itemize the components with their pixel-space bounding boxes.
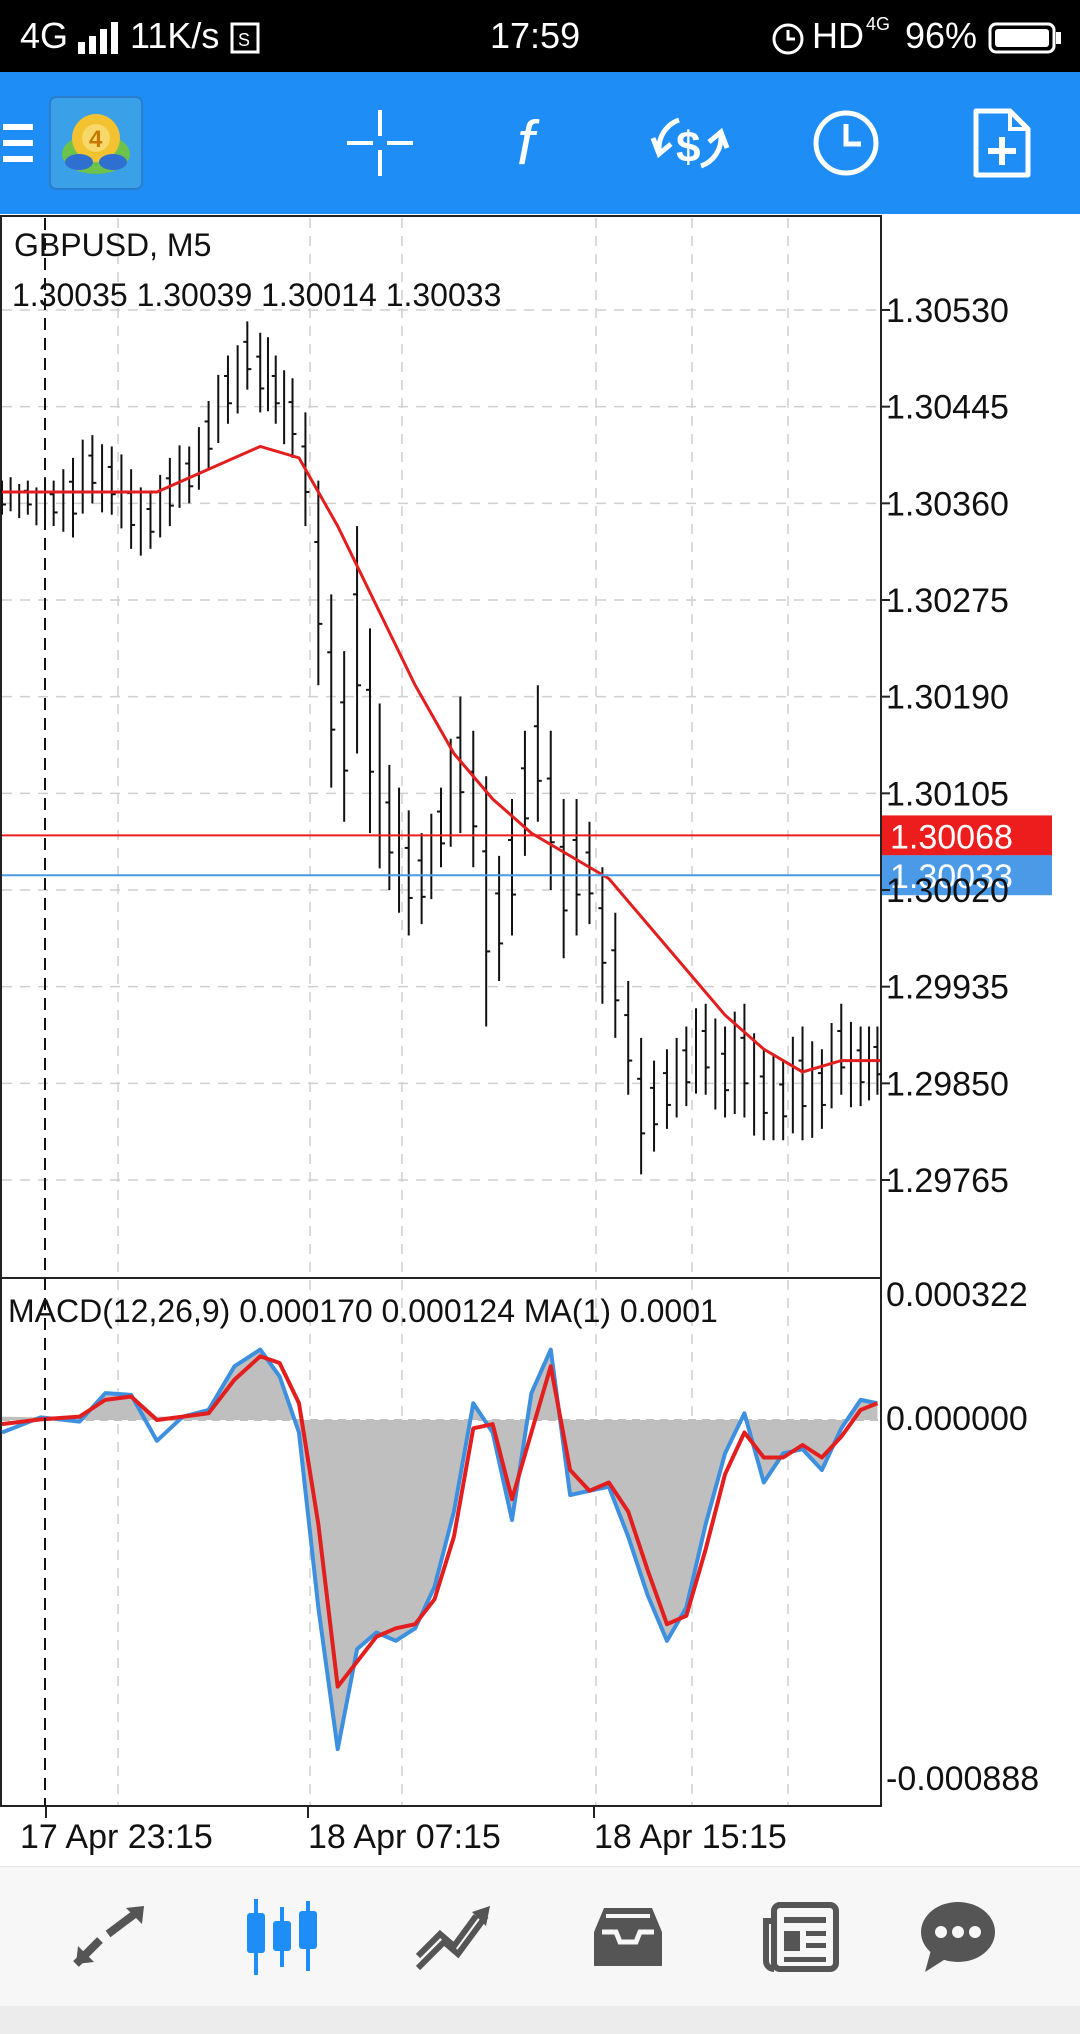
- price-tick-label: 1.29850: [886, 1065, 1009, 1103]
- price-axis: 1.30530 1.30445 1.30360 1.30275 1.30190 1.301…: [880, 292, 1009, 1200]
- network-type: 4G: [20, 15, 69, 56]
- price-tick-label: 1.29765: [886, 1162, 1009, 1200]
- alarm-icon: [770, 20, 806, 56]
- signal-line: [1, 1354, 879, 1689]
- network-speed: 11K/s: [130, 15, 220, 56]
- price-tick-label: 1.30105: [886, 775, 1009, 813]
- bottom-navigation: [0, 1866, 1080, 2007]
- time-tick-label: 18 Apr 07:15: [308, 1818, 501, 1856]
- macd-line: [1, 1347, 878, 1752]
- newspaper-icon: [763, 1902, 839, 1972]
- timeframe-icon[interactable]: [806, 72, 886, 214]
- price-tick-label: 1.30530: [886, 292, 1009, 330]
- macd-tick-label: -0.000888: [886, 1760, 1039, 1798]
- trade-tab[interactable]: [384, 1867, 524, 2007]
- signal-icon: [78, 22, 124, 54]
- svg-text:4: 4: [89, 126, 103, 153]
- symbol-title: GBPUSD, M5: [14, 227, 211, 263]
- chat-bubble-icon: [921, 1902, 995, 1972]
- price-bars: [0, 321, 882, 1175]
- quotes-arrows-icon: [73, 1906, 144, 1967]
- status-bar: 4G 11K/s S 17:59 HD 4G 96%: [0, 0, 1080, 72]
- macd-tick-label: 0.000322: [886, 1276, 1028, 1314]
- hd-indicator: HD: [812, 15, 864, 56]
- sim-icon: S: [230, 22, 260, 54]
- macd-title: MACD(12,26,9) 0.000170 0.000124 MA(1) 0.…: [8, 1293, 718, 1329]
- battery-percent: 96%: [905, 15, 978, 56]
- candlesticks-icon: [247, 1899, 317, 1975]
- price-line-badge: [882, 855, 1052, 896]
- battery-icon: [988, 22, 1062, 54]
- macd-tick-label: 0.000000: [886, 1400, 1028, 1438]
- price-line-label: 1.30068: [890, 818, 1013, 856]
- price-line-badge: [882, 815, 1052, 856]
- time-axis: 17 Apr 23:15 18 Apr 07:15 18 Apr 15:15: [20, 1806, 787, 1856]
- trade-trend-icon: [415, 1906, 490, 1971]
- price-tick-label: 1.30275: [886, 582, 1009, 620]
- top-toolbar: 4 f $: [0, 72, 1080, 214]
- new-order-icon[interactable]: [962, 72, 1042, 214]
- ma-line: [2, 444, 880, 1074]
- system-gesture-bar: [0, 2006, 1080, 2034]
- price-tick-label: 1.29935: [886, 969, 1009, 1007]
- svg-text:f: f: [517, 109, 540, 178]
- time-tick-label: 17 Apr 23:15: [20, 1818, 213, 1856]
- inbox-icon: [594, 1908, 662, 1966]
- mt4-logo[interactable]: 4: [48, 72, 144, 214]
- history-tab[interactable]: [558, 1867, 698, 2007]
- trade-icon[interactable]: $: [648, 72, 732, 214]
- macd-histogram-area: [2, 1349, 878, 1750]
- quotes-tab[interactable]: [40, 1867, 180, 2007]
- price-tick-label: 1.30020: [886, 872, 1009, 910]
- macd-histogram: [2, 1349, 880, 1750]
- price-line-label: 1.30033: [890, 858, 1013, 896]
- chart-tab[interactable]: [212, 1867, 352, 2007]
- news-tab[interactable]: [730, 1867, 870, 2007]
- svg-text:S: S: [238, 30, 250, 50]
- messages-tab[interactable]: [888, 1867, 1028, 2007]
- price-tick-label: 1.30445: [886, 389, 1009, 427]
- ohlc-label: 1.30035 1.30039 1.30014 1.30033: [12, 277, 501, 313]
- macd-lines: [1, 1347, 879, 1752]
- chart-area[interactable]: 1.30068 1.30033 1.30530 1.30445 1.30360 1.30…: [0, 214, 1080, 1866]
- menu-icon[interactable]: [0, 72, 36, 214]
- macd-pane-frame: [0, 1277, 882, 1807]
- price-tick-label: 1.30360: [886, 485, 1009, 523]
- moving-average: [2, 444, 880, 1074]
- macd-axis: 0.000322 0.000000 -0.000888: [886, 1276, 1039, 1798]
- price-tick-label: 1.30190: [886, 679, 1009, 717]
- crosshair-icon[interactable]: [340, 72, 420, 214]
- net2-label: 4G: [866, 14, 891, 34]
- time-tick-label: 18 Apr 15:15: [594, 1818, 787, 1856]
- price-pane-frame: [0, 215, 882, 1279]
- clock: 17:59: [490, 15, 581, 56]
- indicators-icon[interactable]: f: [495, 72, 575, 214]
- svg-text:$: $: [676, 123, 700, 172]
